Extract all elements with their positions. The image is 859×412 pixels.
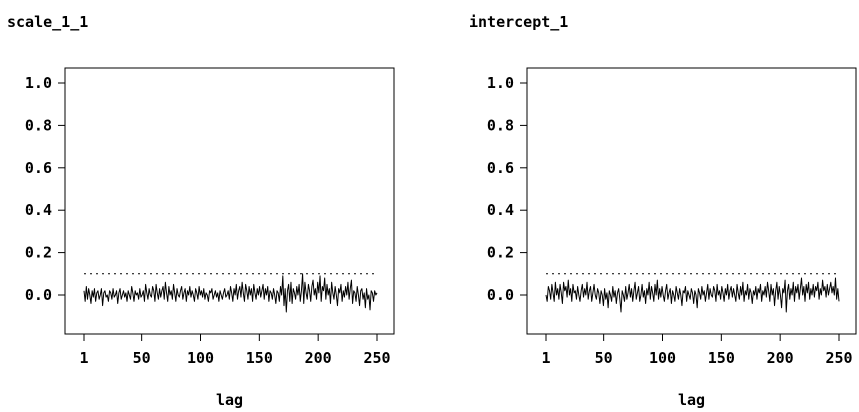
- x-axis-label: lag: [678, 391, 705, 409]
- x-tick-label: 1: [541, 349, 550, 367]
- y-tick-label: 0.6: [25, 159, 52, 177]
- x-tick-label: 200: [767, 349, 794, 367]
- x-tick-label: 50: [595, 349, 613, 367]
- chart-title: scale_1_1: [7, 13, 88, 31]
- y-tick-label: 0.4: [25, 201, 52, 219]
- x-tick-label: 250: [825, 349, 852, 367]
- acf-series-line: [83, 273, 378, 313]
- acf-panel-1: intercept_11.00.80.60.40.20.01 50 100 150 20…: [469, 13, 857, 409]
- plot-frame: [526, 67, 857, 335]
- y-tick-label: 0.8: [25, 116, 52, 134]
- x-tick-label: 250: [363, 349, 390, 367]
- y-tick-label: 0.4: [487, 201, 514, 219]
- y-tick-label: 0.8: [487, 116, 514, 134]
- x-tick-label: 150: [246, 349, 273, 367]
- y-tick-label: 0.0: [25, 286, 52, 304]
- x-tick-label: 50: [133, 349, 151, 367]
- x-tick-label: 150: [708, 349, 735, 367]
- x-tick-label: 100: [649, 349, 676, 367]
- x-tick-label: 100: [187, 349, 214, 367]
- y-tick-label: 0.2: [25, 244, 52, 262]
- y-tick-label: 0.6: [487, 159, 514, 177]
- plot-frame: [64, 67, 395, 335]
- y-tick-label: 0.2: [487, 244, 514, 262]
- x-tick-label: 200: [305, 349, 332, 367]
- y-tick-label: 0.0: [487, 286, 514, 304]
- acf-panel-0: scale_1_11.00.80.60.40.20.01 50 100 150 200 2…: [7, 13, 395, 409]
- acf-series-line: [545, 277, 840, 313]
- y-tick-label: 1.0: [487, 74, 514, 92]
- x-axis-label: lag: [216, 391, 243, 409]
- chart-title: intercept_1: [469, 13, 568, 31]
- y-tick-label: 1.0: [25, 74, 52, 92]
- x-tick-label: 1: [79, 349, 88, 367]
